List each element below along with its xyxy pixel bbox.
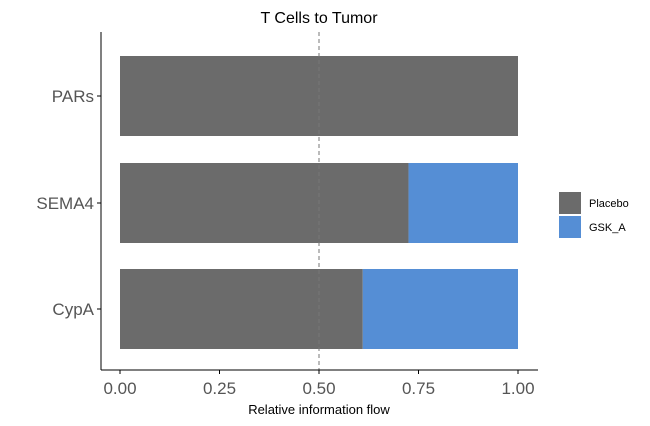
plot-area [120,32,518,370]
x-tick-label: 0.75 [402,379,435,398]
y-tick-label: CypA [52,300,94,319]
y-tick-label: PARs [52,87,94,106]
legend: Placebo GSK_A [559,192,629,238]
chart-title: T Cells to Tumor [260,10,378,27]
bar-cypa-placebo [120,269,363,349]
y-axis-ticks: PARs SEMA4 CypA [36,87,101,319]
x-tick-label: 0.50 [302,379,335,398]
bar-sema4-placebo [120,163,409,243]
x-axis-ticks: 0.00 0.25 0.50 0.75 1.00 [103,370,535,398]
legend-swatch-gsk-a [559,216,581,238]
bar-sema4-gsk-a [408,163,518,243]
y-tick-label: SEMA4 [36,194,94,213]
bar-cypa-gsk-a [362,269,518,349]
x-tick-label: 1.00 [501,379,534,398]
x-tick-label: 0.00 [103,379,136,398]
x-axis-label: Relative information flow [248,402,390,417]
legend-label-placebo: Placebo [589,198,629,210]
legend-label-gsk-a: GSK_A [589,222,626,234]
legend-swatch-placebo [559,192,581,214]
x-tick-label: 0.25 [203,379,236,398]
